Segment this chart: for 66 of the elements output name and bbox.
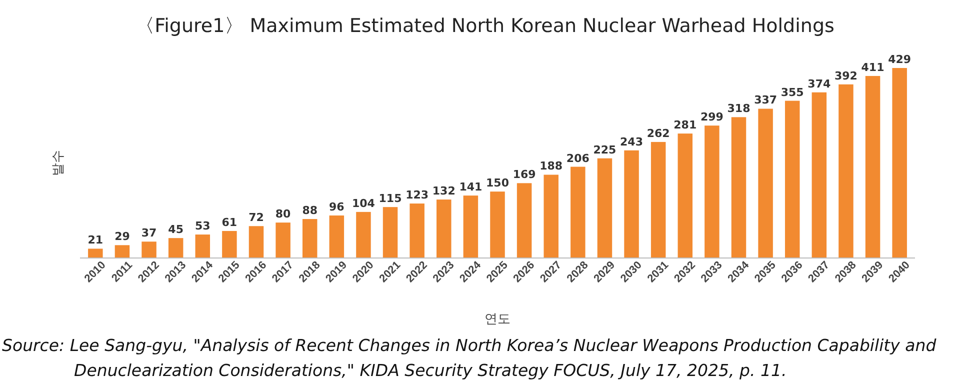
bar (436, 200, 452, 258)
data-label: 206 (566, 152, 590, 165)
data-label: 61 (222, 216, 238, 229)
data-label: 80 (275, 208, 292, 221)
data-label: 169 (512, 168, 536, 182)
data-label: 318 (727, 102, 750, 116)
bar (248, 226, 264, 258)
source-note: Source: Lee Sang-gyu, "Analysis of Recent Changes in North Korea’s Nuclear Weapons Production Capability and Denuclearization Considerations," KIDA Security Strategy FOCUS, July 17, 2025, p. 11. (2, 335, 938, 382)
bar (463, 196, 478, 258)
bar (892, 68, 907, 258)
bar (490, 192, 505, 258)
bar (865, 76, 880, 258)
bar (758, 108, 773, 258)
data-label: 72 (248, 211, 264, 224)
data-label: 141 (459, 180, 482, 194)
data-label: 37 (141, 226, 157, 240)
bar (168, 238, 184, 258)
bar (195, 234, 210, 258)
data-label: 392 (834, 69, 858, 82)
bar (382, 207, 398, 258)
data-label: 225 (593, 143, 616, 156)
data-label: 374 (808, 77, 831, 90)
data-label: 281 (674, 118, 697, 132)
data-label: 88 (302, 204, 318, 218)
data-label: 299 (700, 110, 724, 124)
data-label: 150 (486, 176, 510, 190)
data-label: 21 (88, 234, 104, 247)
bar (276, 222, 290, 258)
bar (812, 92, 827, 258)
bar (838, 84, 854, 258)
bar (114, 245, 130, 258)
bar (88, 248, 103, 258)
x-axis-title: 연도 (484, 312, 510, 327)
bar (222, 230, 237, 258)
data-label: 96 (329, 200, 345, 214)
bar (650, 142, 666, 258)
bar (329, 215, 344, 258)
bar (356, 212, 371, 258)
bar (597, 158, 612, 258)
bar (302, 219, 318, 258)
bar (678, 134, 693, 258)
bar (784, 100, 800, 258)
data-label: 29 (114, 230, 130, 244)
data-label: 243 (620, 135, 644, 148)
data-label: 337 (754, 94, 778, 107)
data-label: 262 (646, 126, 670, 140)
data-label: 188 (540, 160, 563, 173)
data-label: 132 (432, 184, 456, 198)
bar (544, 174, 558, 258)
bar (731, 117, 746, 258)
bar (516, 183, 532, 258)
data-label: 429 (888, 53, 912, 66)
bar (570, 166, 586, 258)
bar (142, 242, 156, 258)
data-label: 53 (194, 220, 210, 233)
chart-title: 〈Figure1〉 Maximum Estimated North Korean Nuclear Warhead Holdings (136, 15, 834, 37)
bar (704, 126, 720, 258)
data-label: 355 (780, 86, 804, 99)
data-label: 104 (352, 196, 376, 210)
data-label: 123 (406, 188, 429, 202)
data-label: 45 (168, 223, 184, 236)
data-label: 411 (861, 60, 884, 74)
y-axis-title: 발수 (51, 150, 66, 176)
data-label: 115 (378, 192, 402, 206)
bar (624, 150, 639, 258)
bar (410, 204, 424, 258)
